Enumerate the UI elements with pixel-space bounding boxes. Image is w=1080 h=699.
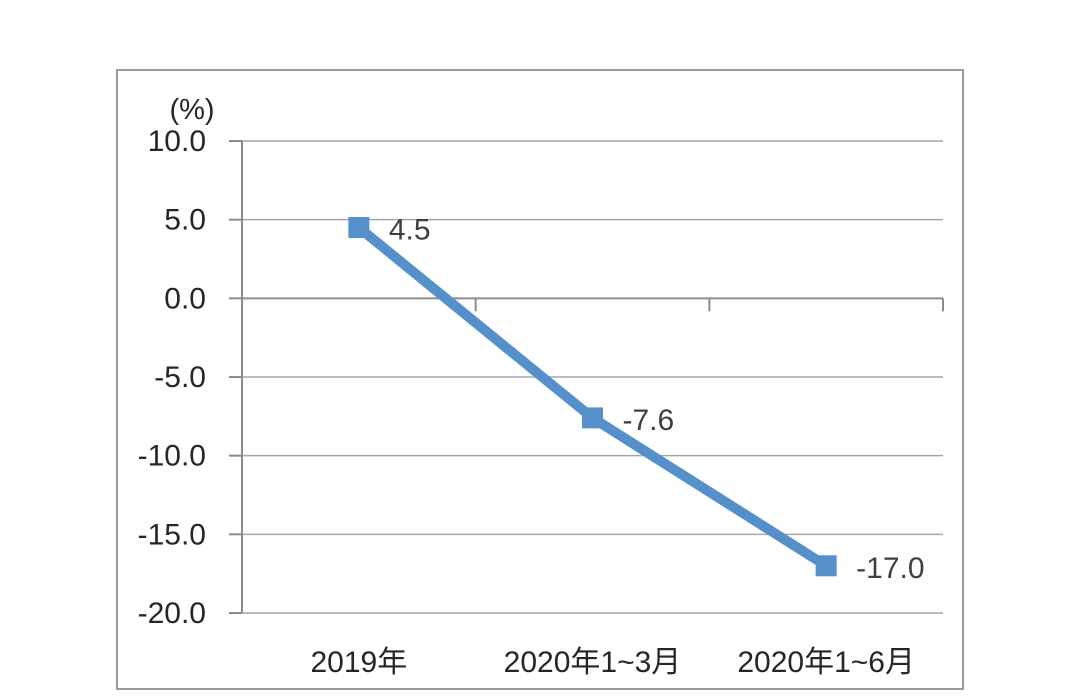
y-tick-label: -20.0 <box>138 597 206 630</box>
x-category-label: 2019年 <box>310 646 407 679</box>
x-category-label: 2020年1~3月 <box>504 646 682 679</box>
y-tick-label: -5.0 <box>154 361 206 394</box>
x-category-label: 2020年1~6月 <box>737 646 915 679</box>
y-tick-label: 0.0 <box>164 282 206 315</box>
data-point-label: -7.6 <box>623 404 675 437</box>
y-tick-label: 5.0 <box>164 204 206 237</box>
data-point-marker <box>582 407 603 429</box>
data-point-marker <box>348 217 370 239</box>
y-tick-label: 10.0 <box>148 125 206 158</box>
data-point-label: 4.5 <box>389 214 431 247</box>
labels-layer: 4.5 -7.6 -17.0 10.0 5.0 0.0 -5.0 -10.0 -15.0 -20.… <box>138 125 925 679</box>
series-layer <box>348 217 837 577</box>
y-tick-label: -15.0 <box>138 518 206 551</box>
y-axis-unit-label: (%) <box>169 94 214 126</box>
data-point-label: -17.0 <box>856 552 924 585</box>
data-point-marker <box>815 555 837 577</box>
axes-layer <box>229 140 944 614</box>
y-tick-label: -10.0 <box>138 440 206 473</box>
